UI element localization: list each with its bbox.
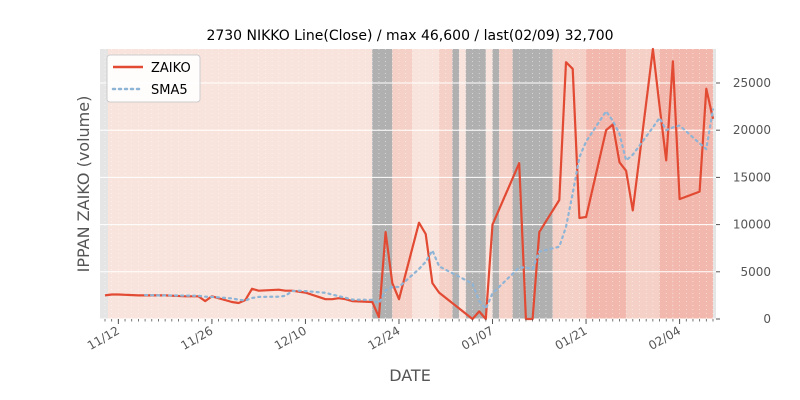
band-mid xyxy=(499,49,513,319)
legend-entry-zaiko: ZAIKO xyxy=(151,61,191,76)
y-tick-label: 10000 xyxy=(733,218,771,232)
x-tick-label: 02/04 xyxy=(646,323,683,352)
x-tick-label: 11/26 xyxy=(178,323,215,352)
chart-title: 2730 NIKKO Line(Close) / max 46,600 / la… xyxy=(206,28,613,44)
band-light xyxy=(485,49,493,319)
y-tick-label: 5000 xyxy=(740,265,771,279)
x-tick-label: 12/24 xyxy=(366,323,403,352)
band-mid xyxy=(392,49,413,319)
x-axis-ticks: 11/12 11/26 12/10 12/24 01/07 01/21 02/04 xyxy=(85,319,714,353)
legend: ZAIKO SMA5 xyxy=(106,54,201,103)
series-line-sma5 xyxy=(144,108,715,310)
band-mid xyxy=(626,49,660,319)
y-tick-label: 25000 xyxy=(733,76,771,90)
band-gray xyxy=(492,49,500,319)
y-tick-label: 20000 xyxy=(733,123,771,137)
x-tick-label: 11/12 xyxy=(85,323,122,352)
y-axis-label: IPPAN ZAIKO (volume) xyxy=(74,96,93,273)
band-mid xyxy=(439,49,453,319)
x-tick-label: 01/07 xyxy=(459,323,496,352)
x-tick-label: 12/10 xyxy=(272,323,309,352)
band-gray xyxy=(452,49,460,319)
x-axis-label: DATE xyxy=(389,366,431,385)
series-line-zaiko xyxy=(104,47,715,321)
x-tick-label: 01/21 xyxy=(553,323,590,352)
band-mid xyxy=(552,49,587,319)
y-axis-ticks: 0 5000 10000 15000 20000 25000 xyxy=(716,76,771,326)
band-gray xyxy=(465,49,486,319)
band-light xyxy=(459,49,466,319)
y-tick-label: 15000 xyxy=(733,170,771,184)
y-tick-label: 0 xyxy=(763,312,771,326)
series-lines xyxy=(104,47,715,321)
legend-entry-sma5: SMA5 xyxy=(151,83,188,98)
